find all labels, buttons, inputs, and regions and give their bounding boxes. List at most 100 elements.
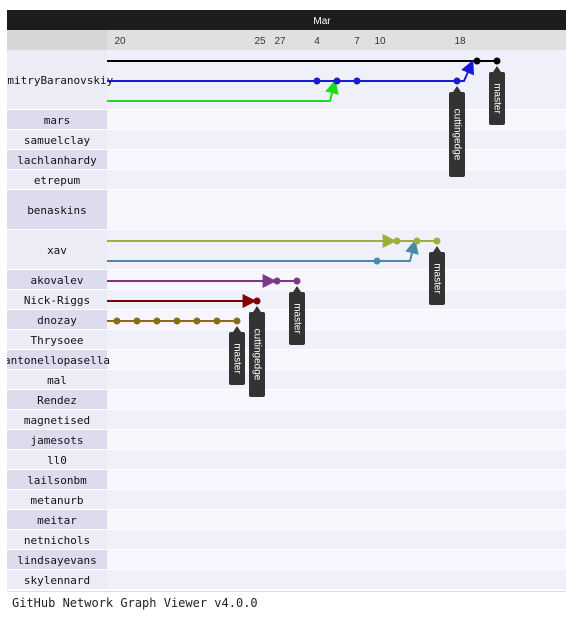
user-label-cell bbox=[7, 350, 107, 370]
user-row bbox=[107, 230, 566, 270]
user-label-cell bbox=[7, 270, 107, 290]
user-name-label[interactable]: samuelclay bbox=[24, 134, 91, 147]
user-label-cell bbox=[7, 130, 107, 150]
user-label-cell bbox=[7, 390, 107, 410]
user-row bbox=[107, 410, 566, 430]
branch-tag-shape bbox=[249, 306, 265, 397]
user-name-label[interactable]: Nick-Riggs bbox=[24, 294, 90, 307]
commit-dot[interactable] bbox=[273, 277, 281, 285]
user-name-label[interactable]: Rendez bbox=[37, 394, 77, 407]
user-name-label[interactable]: lailsonbm bbox=[27, 474, 87, 487]
user-name-label[interactable]: mars bbox=[44, 114, 71, 127]
user-name-label[interactable]: lachlanhardy bbox=[17, 154, 97, 167]
branch-tag-shape bbox=[229, 326, 245, 385]
commit-dot[interactable] bbox=[113, 317, 121, 325]
user-name-label[interactable]: ll0 bbox=[47, 454, 67, 467]
commit-dot[interactable] bbox=[213, 317, 221, 325]
user-row bbox=[107, 570, 566, 590]
branch-tag-label: cuttingedge bbox=[252, 329, 263, 381]
commit-dot[interactable] bbox=[333, 77, 341, 85]
user-label-cell bbox=[7, 510, 107, 530]
user-name-label[interactable]: antonellopasella bbox=[7, 354, 110, 367]
branch-tag-shape bbox=[429, 246, 445, 305]
day-label: 18 bbox=[454, 36, 466, 47]
user-label-cell bbox=[7, 150, 107, 170]
user-row bbox=[107, 530, 566, 550]
user-label-cell bbox=[7, 330, 107, 350]
user-row bbox=[107, 290, 566, 310]
branch-tag-cuttingedge[interactable]: cuttingedge bbox=[249, 306, 265, 397]
commit-dot[interactable] bbox=[153, 317, 161, 325]
branch-tag-shape bbox=[489, 66, 505, 125]
user-row bbox=[107, 330, 566, 350]
user-row bbox=[107, 450, 566, 470]
user-name-label[interactable]: netnichols bbox=[24, 534, 90, 547]
branch-tag-master[interactable]: master bbox=[489, 66, 505, 125]
commit-dot[interactable] bbox=[293, 277, 301, 285]
user-row bbox=[107, 350, 566, 370]
branch-graph-dmitrybaranovskiy bbox=[107, 57, 501, 102]
commit-dot[interactable] bbox=[253, 297, 261, 305]
branch-tag-label: master bbox=[292, 303, 303, 334]
footer-bar: GitHub Network Graph Viewer v4.0.0 bbox=[7, 591, 566, 614]
user-name-label[interactable]: dmitryBaranovskiy bbox=[7, 74, 114, 87]
day-header-band bbox=[7, 30, 566, 50]
user-name-label[interactable]: Thrysoee bbox=[31, 334, 84, 347]
branch-tag-cuttingedge[interactable]: cuttingedge bbox=[449, 86, 465, 177]
branch-tag-master[interactable]: master bbox=[289, 286, 305, 345]
user-name-label[interactable]: skylennard bbox=[24, 574, 90, 587]
user-label-cell bbox=[7, 470, 107, 490]
user-name-label[interactable]: akovalev bbox=[31, 274, 84, 287]
commit-dot[interactable] bbox=[313, 77, 321, 85]
user-label-cell bbox=[7, 530, 107, 550]
branch-graph-akovalev bbox=[107, 274, 301, 288]
user-name-label[interactable]: etrepum bbox=[34, 174, 81, 187]
commit-dot[interactable] bbox=[173, 317, 181, 325]
commit-dot[interactable] bbox=[473, 57, 481, 65]
user-label-cell bbox=[7, 490, 107, 510]
user-row bbox=[107, 370, 566, 390]
user-label-cell bbox=[7, 290, 107, 310]
user-row bbox=[107, 310, 566, 330]
user-row bbox=[107, 430, 566, 450]
commit-dot[interactable] bbox=[393, 237, 401, 245]
commit-dot[interactable] bbox=[493, 57, 501, 65]
network-graph[interactable]: Mar 20 25 27 4 7 10 18 dmitryBaranovskiy… bbox=[7, 10, 566, 590]
day-label: 10 bbox=[374, 36, 386, 47]
user-row bbox=[107, 390, 566, 410]
user-name-label[interactable]: mal bbox=[47, 374, 67, 387]
commit-dot[interactable] bbox=[413, 237, 421, 245]
branch-tag-master[interactable]: master bbox=[429, 246, 445, 305]
merge-arrow bbox=[325, 79, 339, 102]
branch-tag-master[interactable]: master bbox=[229, 326, 245, 385]
user-name-label[interactable]: jamesots bbox=[31, 434, 84, 447]
commit-dot[interactable] bbox=[133, 317, 141, 325]
network-graph-canvas[interactable]: Mar 20 25 27 4 7 10 18 dmitryBaranovskiy… bbox=[7, 10, 566, 590]
commit-dot[interactable] bbox=[193, 317, 201, 325]
branch-tag-shape bbox=[449, 86, 465, 177]
branch-tag-label: cuttingedge bbox=[452, 109, 463, 161]
month-header-band bbox=[7, 10, 566, 30]
user-row bbox=[107, 510, 566, 530]
user-name-label[interactable]: xav bbox=[47, 244, 67, 257]
commit-dot[interactable] bbox=[233, 317, 241, 325]
branch-tag-shape bbox=[289, 286, 305, 345]
user-label-cell bbox=[7, 370, 107, 390]
user-name-label[interactable]: metanurb bbox=[31, 494, 84, 507]
user-name-label[interactable]: meitar bbox=[37, 514, 77, 527]
commit-dot[interactable] bbox=[353, 77, 361, 85]
branch-tag-label: master bbox=[492, 83, 503, 114]
user-name-label[interactable]: dnozay bbox=[37, 314, 77, 327]
day-header-label-area bbox=[7, 30, 107, 50]
user-label-cell bbox=[7, 230, 107, 270]
commit-dot[interactable] bbox=[453, 77, 461, 85]
day-label: 4 bbox=[314, 36, 320, 47]
user-name-label[interactable]: benaskins bbox=[27, 204, 87, 217]
commit-dot[interactable] bbox=[373, 257, 381, 265]
commit-dot[interactable] bbox=[433, 237, 441, 245]
user-name-label[interactable]: lindsayevans bbox=[17, 554, 96, 567]
user-row bbox=[107, 470, 566, 490]
user-name-label[interactable]: magnetised bbox=[24, 414, 90, 427]
user-label-cell bbox=[7, 450, 107, 470]
user-label-cell bbox=[7, 170, 107, 190]
